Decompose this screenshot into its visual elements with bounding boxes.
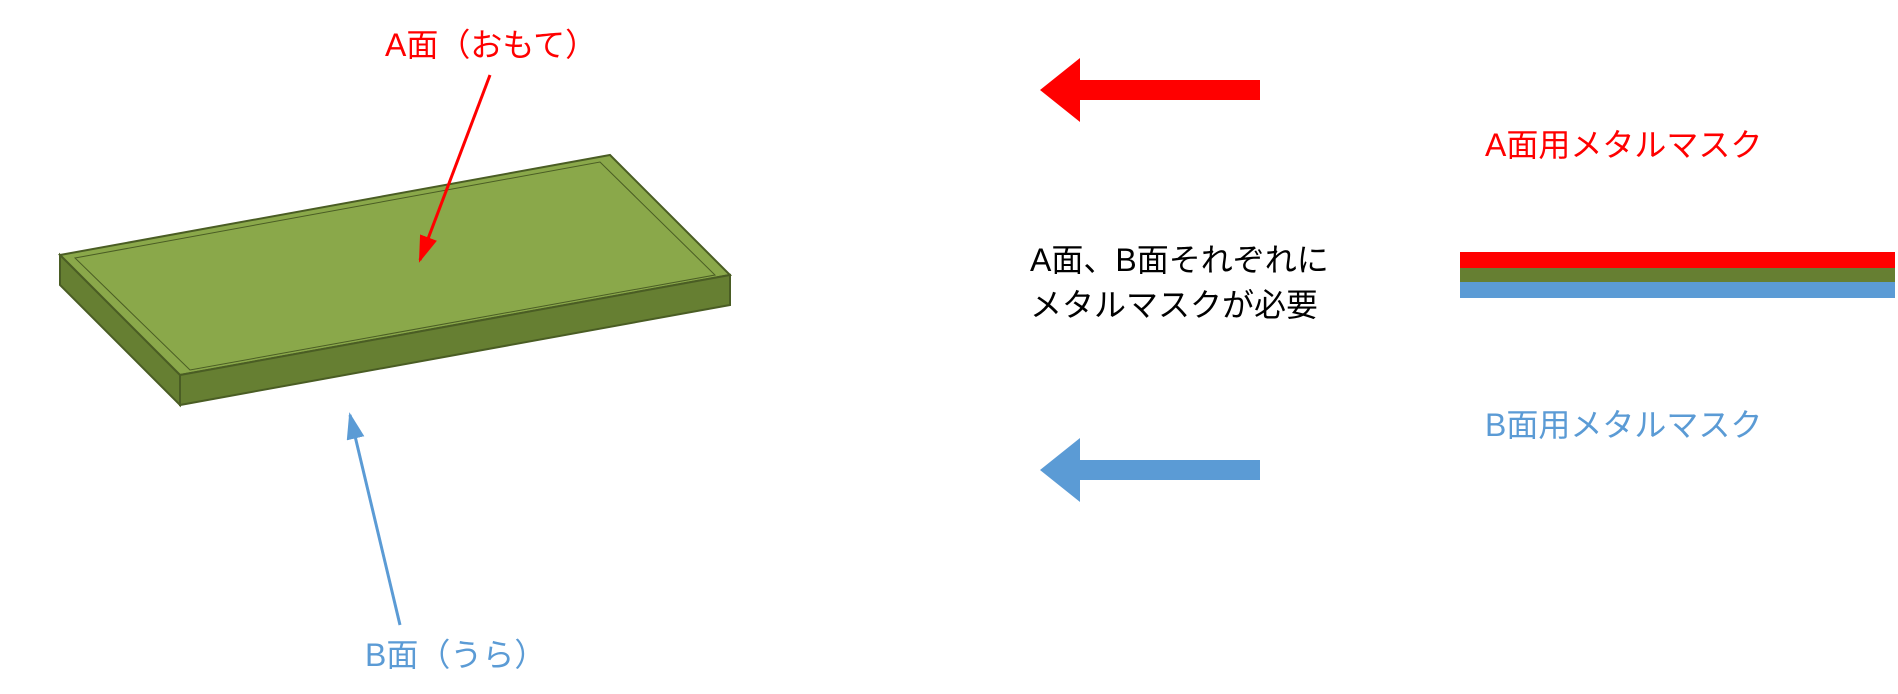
pcb-layer [1460, 268, 1895, 282]
label-note-2: メタルマスクが必要 [1030, 280, 1318, 326]
big-arrow-blue [1040, 438, 1260, 502]
b-mask-layer [1460, 282, 1895, 298]
big-arrow-red [1040, 58, 1260, 122]
label-b-face: B面（うら） [365, 630, 546, 676]
label-a-face: A面（おもて） [385, 20, 597, 66]
label-b-mask: B面用メタルマスク [1485, 400, 1762, 446]
a-mask-layer [1460, 252, 1895, 268]
arrow-to-b-face [350, 415, 400, 625]
diagram-canvas [0, 0, 1898, 694]
label-a-mask: A面用メタルマスク [1485, 120, 1762, 166]
label-note-1: A面、B面それぞれに [1030, 235, 1329, 281]
